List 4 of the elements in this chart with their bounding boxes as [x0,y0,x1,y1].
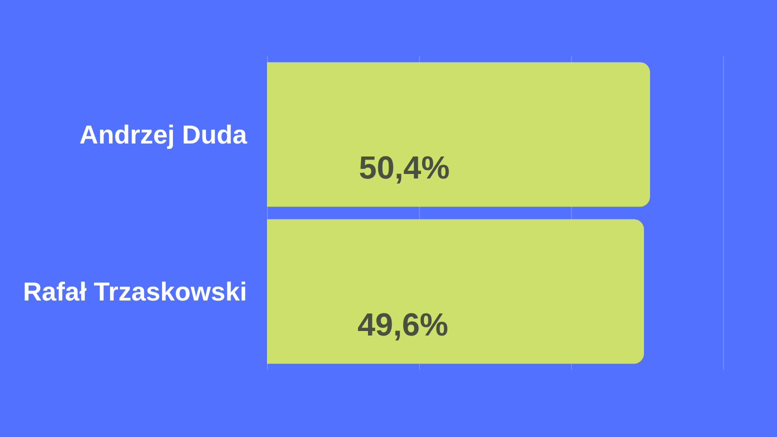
data-label: 50,4% [358,150,450,186]
y-tick-label: Rafał Trzaskowski [23,276,247,306]
data-label: 49,6% [357,306,448,343]
y-tick-label: Andrzej Duda [79,120,248,150]
